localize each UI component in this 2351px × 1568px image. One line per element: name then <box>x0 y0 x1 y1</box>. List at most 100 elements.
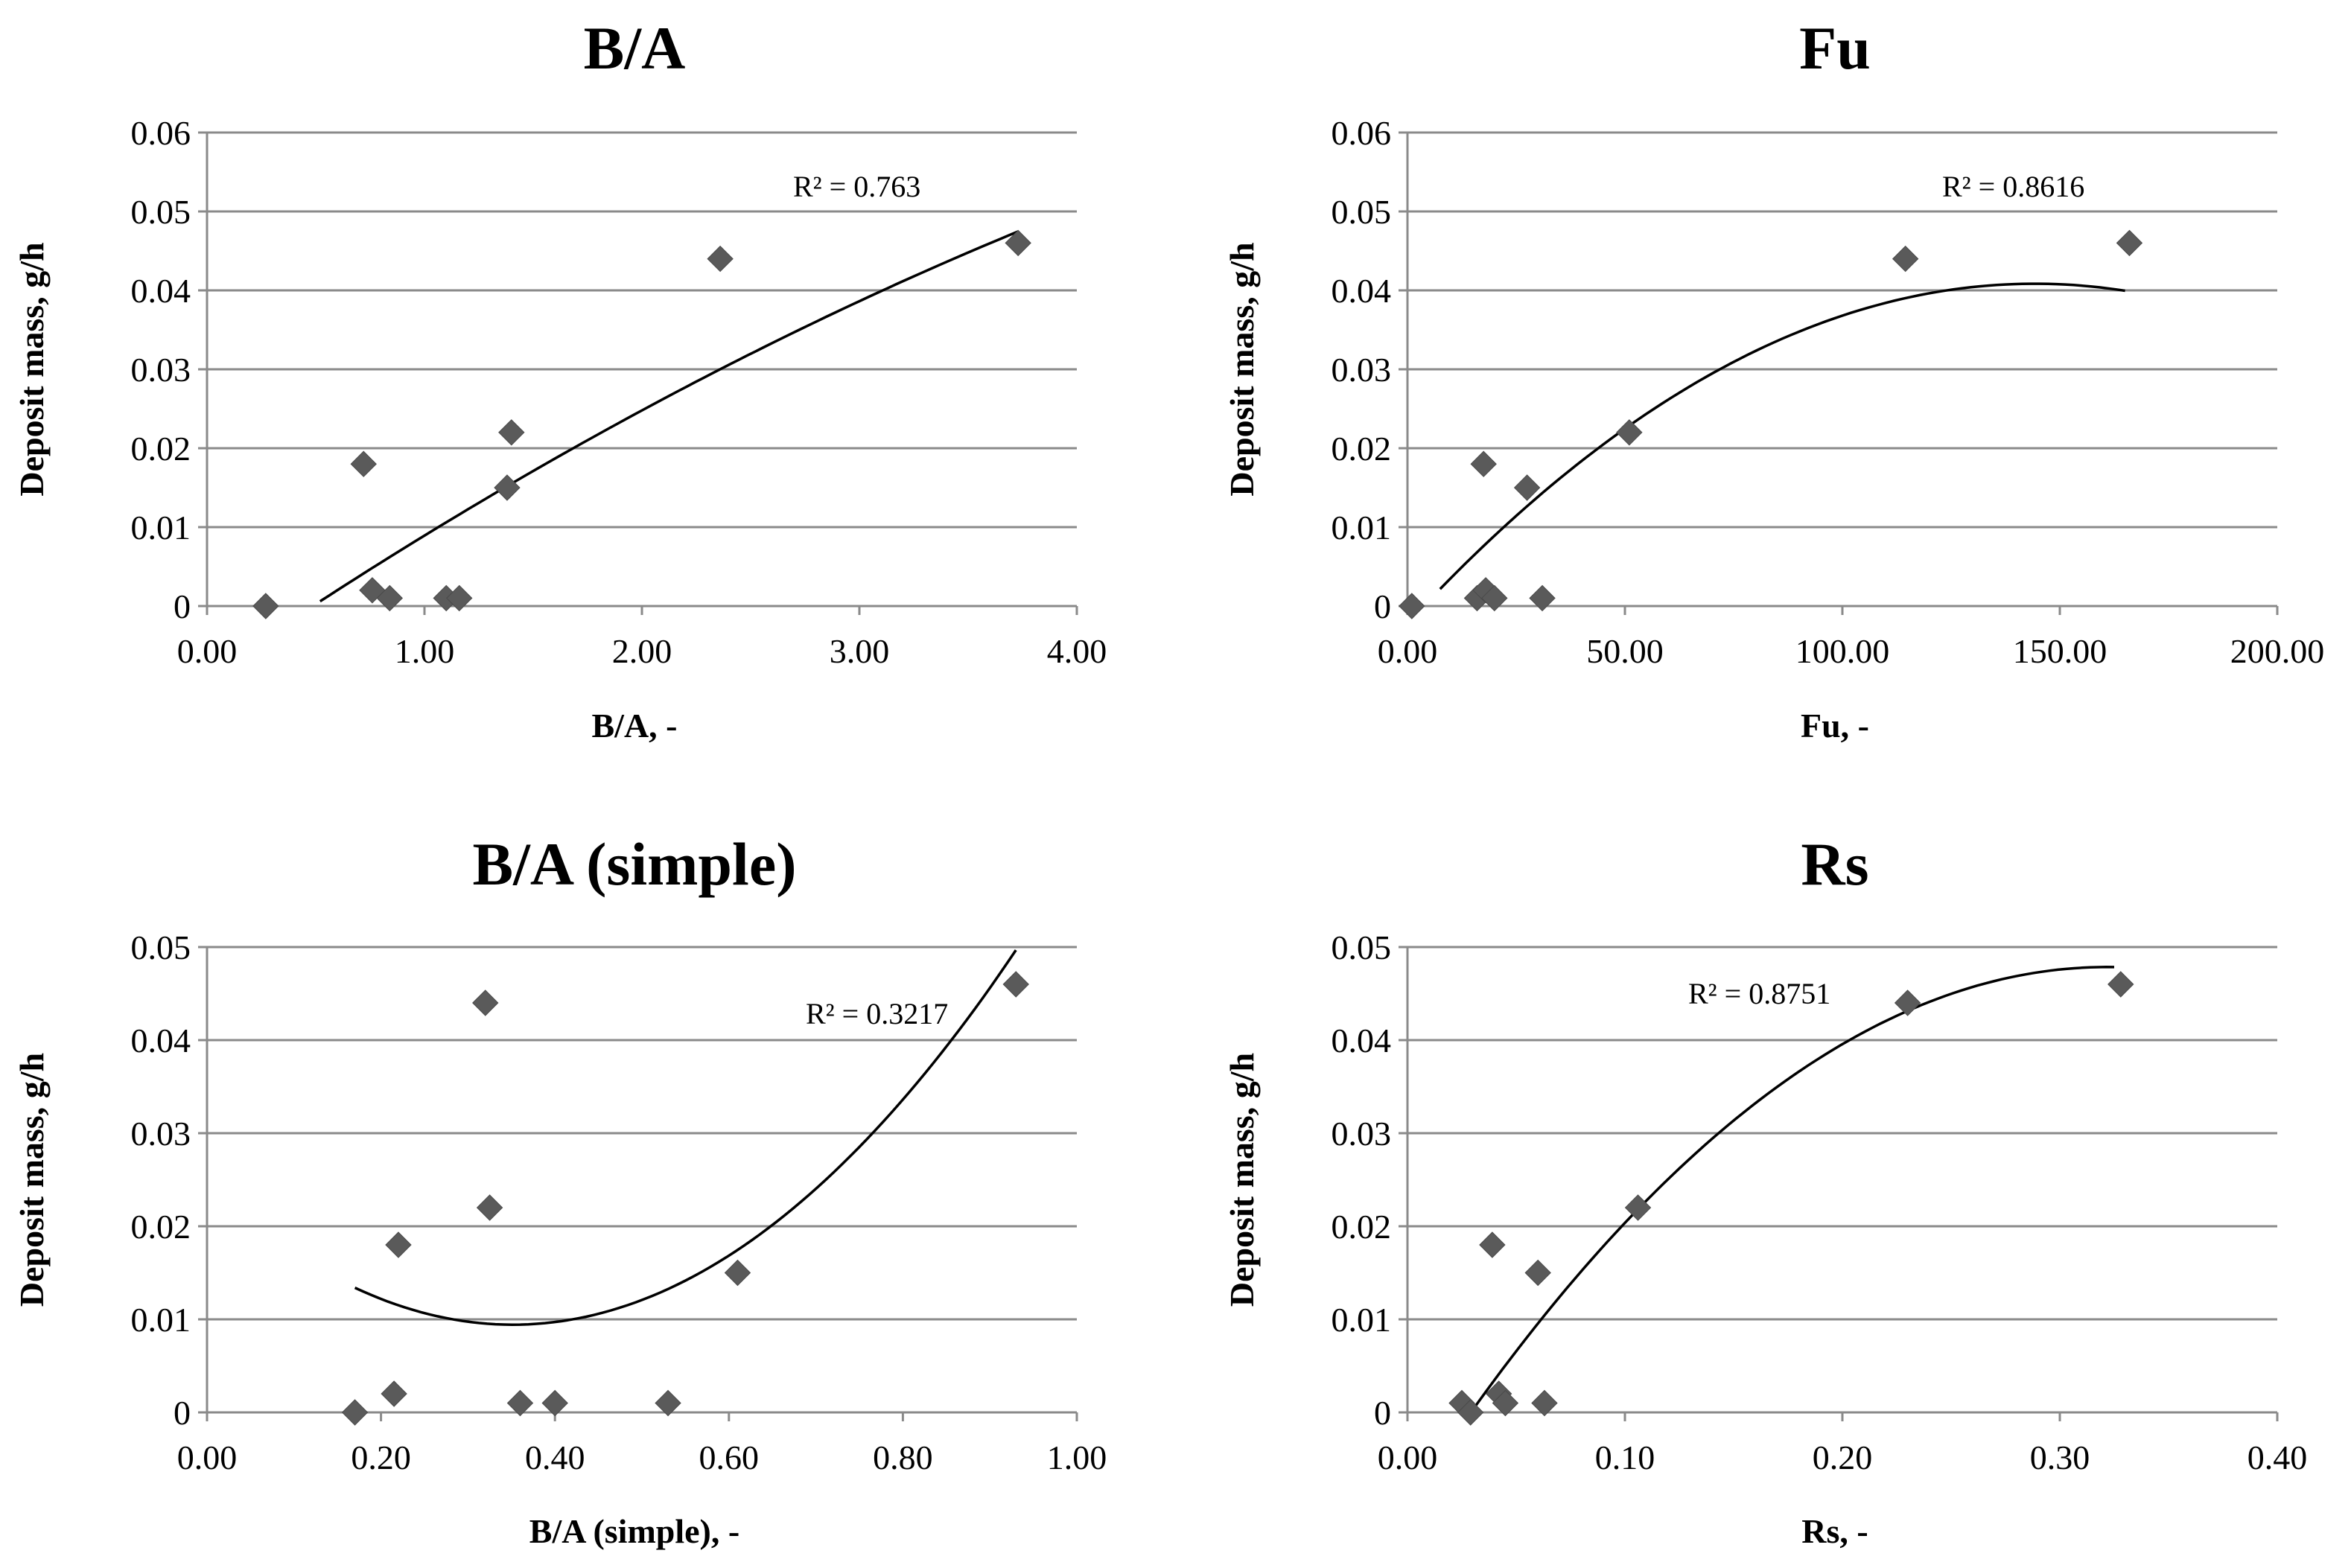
y-tick-label: 0.03 <box>1332 1115 1392 1153</box>
data-point <box>541 1389 568 1417</box>
data-point <box>381 1380 407 1407</box>
data-point <box>446 584 473 612</box>
data-point <box>1492 1389 1519 1417</box>
data-point <box>1002 971 1029 998</box>
data-point <box>385 1231 412 1258</box>
chart-title: Rs <box>1801 830 1868 898</box>
data-point <box>2107 971 2134 998</box>
r-squared-label: R² = 0.8616 <box>1942 170 2084 203</box>
x-tick-label: 0.40 <box>525 1438 585 1476</box>
x-tick-label: 100.00 <box>1795 632 1890 670</box>
data-point <box>1481 584 1508 612</box>
x-axis-title: B/A, - <box>592 707 678 745</box>
data-point <box>506 1389 534 1417</box>
y-tick-label: 0.04 <box>1332 1022 1392 1059</box>
data-point <box>472 989 499 1016</box>
chart-ba: 0 0.01 0.02 0.03 0.04 0.05 0.06 0.00 1.00 2.00 3.0… <box>13 14 1107 745</box>
y-tick-label: 0.06 <box>1332 114 1392 152</box>
x-tick-label: 0.80 <box>873 1438 933 1476</box>
y-tick-label: 0.05 <box>1332 193 1392 231</box>
data-point <box>1399 593 1425 619</box>
data-point <box>252 593 279 619</box>
x-tick-label: 0.60 <box>699 1438 760 1476</box>
y-tick-label: 0.03 <box>131 1115 191 1153</box>
y-tick-label: 0.06 <box>131 114 191 152</box>
y-axis-title: Deposit mass, g/h <box>1223 1053 1261 1307</box>
x-tick-label: 0.30 <box>2030 1438 2090 1476</box>
trendline <box>1469 966 2115 1414</box>
y-tick-label: 0.05 <box>1332 928 1392 966</box>
x-tick-label: 50.00 <box>1586 632 1664 670</box>
y-tick-label: 0.03 <box>131 351 191 389</box>
chart-rs: 0 0.01 0.02 0.03 0.04 0.05 0.00 0.10 0.20 0.30 0.4… <box>1223 830 2307 1550</box>
y-tick-label: 0.02 <box>1332 430 1392 468</box>
y-tick-label: 0.02 <box>1332 1208 1392 1246</box>
y-axis-title: Deposit mass, g/h <box>13 1053 51 1307</box>
x-tick-label: 0.40 <box>2247 1438 2308 1476</box>
data-point <box>724 1259 751 1287</box>
x-axis-title: Rs, - <box>1801 1512 1868 1550</box>
y-tick-label: 0.04 <box>131 272 191 310</box>
y-tick-label: 0 <box>174 587 191 625</box>
y-tick-label: 0.03 <box>1332 351 1392 389</box>
data-point <box>1624 1194 1652 1221</box>
y-axis-title: Deposit mass, g/h <box>1223 242 1261 496</box>
r-squared-label: R² = 0.763 <box>793 170 920 203</box>
data-point <box>1894 989 1921 1016</box>
data-point <box>350 450 377 477</box>
r-squared-label: R² = 0.8751 <box>1688 977 1830 1010</box>
y-tick-label: 0.02 <box>131 1208 191 1246</box>
data-point <box>655 1389 681 1417</box>
data-point <box>341 1399 369 1426</box>
data-point <box>1513 474 1541 501</box>
data-point <box>1479 1231 1506 1258</box>
data-point <box>1457 1399 1484 1426</box>
data-point <box>1005 229 1031 257</box>
x-tick-label: 3.00 <box>830 632 890 670</box>
x-tick-label: 0.00 <box>177 1438 238 1476</box>
data-point <box>476 1194 503 1221</box>
chart-fu: 0 0.01 0.02 0.03 0.04 0.05 0.06 0.00 50.00 100.00… <box>1223 14 2324 745</box>
y-tick-label: 0.01 <box>131 509 191 546</box>
r-squared-label: R² = 0.3217 <box>806 997 948 1030</box>
y-tick-label: 0.05 <box>131 928 191 966</box>
chart-ba-simple: 0 0.01 0.02 0.03 0.04 0.05 0.00 0.20 0.40 0.60 0.8… <box>13 830 1107 1550</box>
data-point <box>707 245 734 273</box>
y-tick-label: 0 <box>1374 1394 1391 1432</box>
data-point <box>1892 245 1919 273</box>
x-tick-label: 1.00 <box>395 632 455 670</box>
data-point <box>1616 419 1643 446</box>
chart-title: Fu <box>1799 14 1871 82</box>
trendline <box>319 230 1019 603</box>
trendline <box>1439 282 2125 590</box>
x-tick-label: 0.10 <box>1595 1438 1655 1476</box>
data-point <box>494 474 521 501</box>
chart-title: B/A <box>584 14 686 82</box>
x-axis-title: Fu, - <box>1801 707 1869 745</box>
x-tick-label: 150.00 <box>2013 632 2107 670</box>
y-tick-label: 0.04 <box>1332 272 1392 310</box>
data-point <box>1470 450 1497 477</box>
y-tick-label: 0.04 <box>131 1022 191 1059</box>
y-tick-label: 0.01 <box>1332 509 1392 546</box>
y-axis-title: Deposit mass, g/h <box>13 242 51 496</box>
y-tick-label: 0.05 <box>131 193 191 231</box>
data-point <box>2116 229 2143 257</box>
x-tick-label: 200.00 <box>2230 632 2325 670</box>
y-tick-label: 0 <box>1374 587 1391 625</box>
data-point <box>1529 584 1556 612</box>
x-tick-label: 0.20 <box>351 1438 411 1476</box>
data-point <box>1531 1389 1558 1417</box>
x-tick-label: 4.00 <box>1047 632 1107 670</box>
x-tick-label: 1.00 <box>1047 1438 1107 1476</box>
data-point <box>1524 1259 1551 1287</box>
x-tick-label: 0.00 <box>1378 1438 1438 1476</box>
data-point <box>376 584 403 612</box>
y-tick-label: 0 <box>174 1394 191 1432</box>
y-tick-label: 0.01 <box>131 1301 191 1339</box>
x-tick-label: 0.00 <box>1378 632 1438 670</box>
x-tick-label: 0.00 <box>177 632 238 670</box>
x-axis-title: B/A (simple), - <box>529 1512 739 1550</box>
x-tick-label: 0.20 <box>1813 1438 1873 1476</box>
